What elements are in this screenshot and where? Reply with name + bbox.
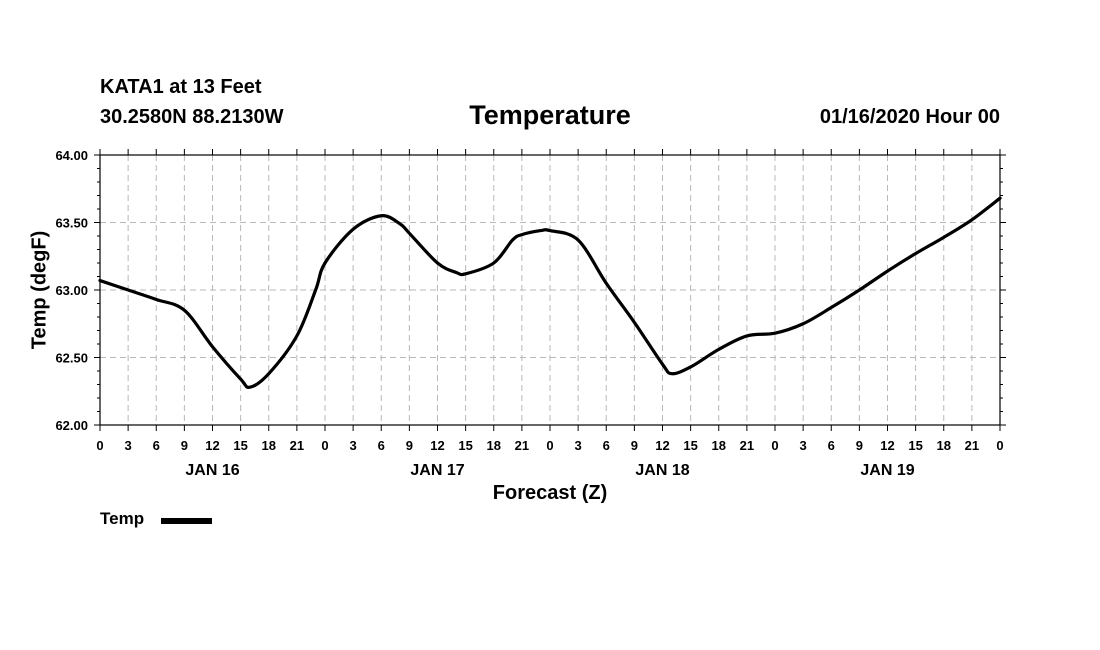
y-tick-label: 63.50	[55, 216, 88, 231]
x-tick-label: 9	[181, 438, 188, 453]
x-tick-label: 18	[262, 438, 276, 453]
station-label: KATA1 at 13 Feet	[100, 76, 262, 98]
forecast-datetime: 01/16/2020 Hour 00	[819, 106, 1000, 128]
x-tick-label: 0	[771, 438, 778, 453]
x-tick-label: 12	[430, 438, 444, 453]
temp-series-line	[98, 196, 1002, 389]
x-tick-label: 18	[487, 438, 501, 453]
x-tick-label: 6	[603, 438, 610, 453]
x-tick-label: 6	[153, 438, 160, 453]
x-tick-label: 9	[856, 438, 863, 453]
x-tick-label: 21	[740, 438, 754, 453]
x-tick-label: 3	[125, 438, 132, 453]
x-tick-label: 12	[205, 438, 219, 453]
legend-label: Temp	[100, 509, 145, 528]
x-day-label: JAN 16	[185, 462, 239, 479]
y-tick-label: 62.50	[55, 351, 88, 366]
x-axis-label: Forecast (Z)	[492, 482, 608, 504]
x-tick-label: 18	[712, 438, 726, 453]
coordinates-label: 30.2580N 88.2130W	[100, 106, 284, 128]
x-tick-label: 15	[908, 438, 922, 453]
x-tick-label: 15	[233, 438, 247, 453]
x-tick-label: 21	[290, 438, 304, 453]
x-tick-label: 6	[378, 438, 385, 453]
x-tick-label: 6	[828, 438, 835, 453]
y-tick-label: 63.00	[55, 283, 88, 298]
x-day-label: JAN 17	[410, 462, 464, 479]
x-tick-label: 0	[321, 438, 328, 453]
x-tick-label: 3	[575, 438, 582, 453]
x-tick-label: 12	[655, 438, 669, 453]
x-tick-label: 15	[683, 438, 697, 453]
x-tick-label: 9	[406, 438, 413, 453]
y-tick-label: 64.00	[55, 148, 88, 163]
x-tick-label: 0	[96, 438, 103, 453]
x-tick-label: 3	[800, 438, 807, 453]
x-tick-label: 0	[546, 438, 553, 453]
x-tick-label: 12	[880, 438, 894, 453]
x-tick-label: 0	[996, 438, 1003, 453]
chart-title: Temperature	[469, 100, 631, 130]
x-tick-label: 18	[937, 438, 951, 453]
x-day-label: JAN 19	[860, 462, 914, 479]
plot-border	[99, 154, 1001, 426]
x-tick-label: 15	[458, 438, 472, 453]
x-tick-label: 21	[515, 438, 529, 453]
x-tick-label: 21	[965, 438, 979, 453]
legend-line-swatch	[161, 518, 212, 524]
y-tick-label: 62.00	[55, 418, 88, 433]
x-tick-label: 3	[350, 438, 357, 453]
x-day-label: JAN 18	[635, 462, 689, 479]
x-tick-label: 9	[631, 438, 638, 453]
